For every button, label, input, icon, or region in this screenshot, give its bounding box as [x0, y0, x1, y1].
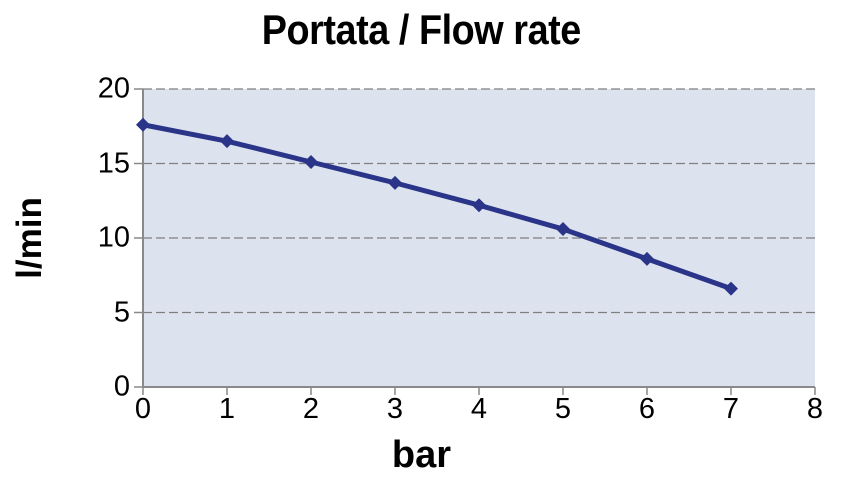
y-tick-label: 20: [97, 72, 130, 105]
x-tick-label: 4: [470, 393, 488, 425]
data-point-marker: [556, 222, 570, 237]
x-tick-label: 1: [218, 393, 236, 425]
x-tick-label: 7: [722, 393, 740, 425]
data-point-marker: [136, 117, 150, 132]
x-tick-label: 0: [134, 393, 152, 425]
plot-background: [143, 89, 815, 387]
data-point-marker: [220, 134, 234, 149]
y-tick-label: 15: [97, 147, 130, 179]
y-axis-title: l/min: [10, 197, 49, 279]
data-point-marker: [472, 198, 486, 213]
data-point-marker: [724, 281, 738, 296]
y-tick-label: 0: [113, 370, 130, 403]
chart-title: Portata / Flow rate: [261, 6, 582, 53]
x-tick-label: 8: [806, 393, 824, 425]
data-point-marker: [388, 175, 402, 190]
x-tick-label: 6: [638, 393, 656, 425]
x-tick-label: 2: [302, 393, 320, 425]
chart-title-container: Portata / Flow rate: [0, 6, 843, 54]
x-tick-label: 5: [554, 393, 572, 425]
y-tick-label: 5: [113, 296, 130, 328]
data-point-marker: [304, 155, 318, 170]
data-point-marker: [640, 251, 654, 266]
x-tick-label: 3: [386, 393, 404, 425]
x-axis-title: bar: [391, 434, 452, 476]
flow-rate-line: [140, 122, 734, 292]
y-tick-label: 10: [97, 221, 130, 254]
